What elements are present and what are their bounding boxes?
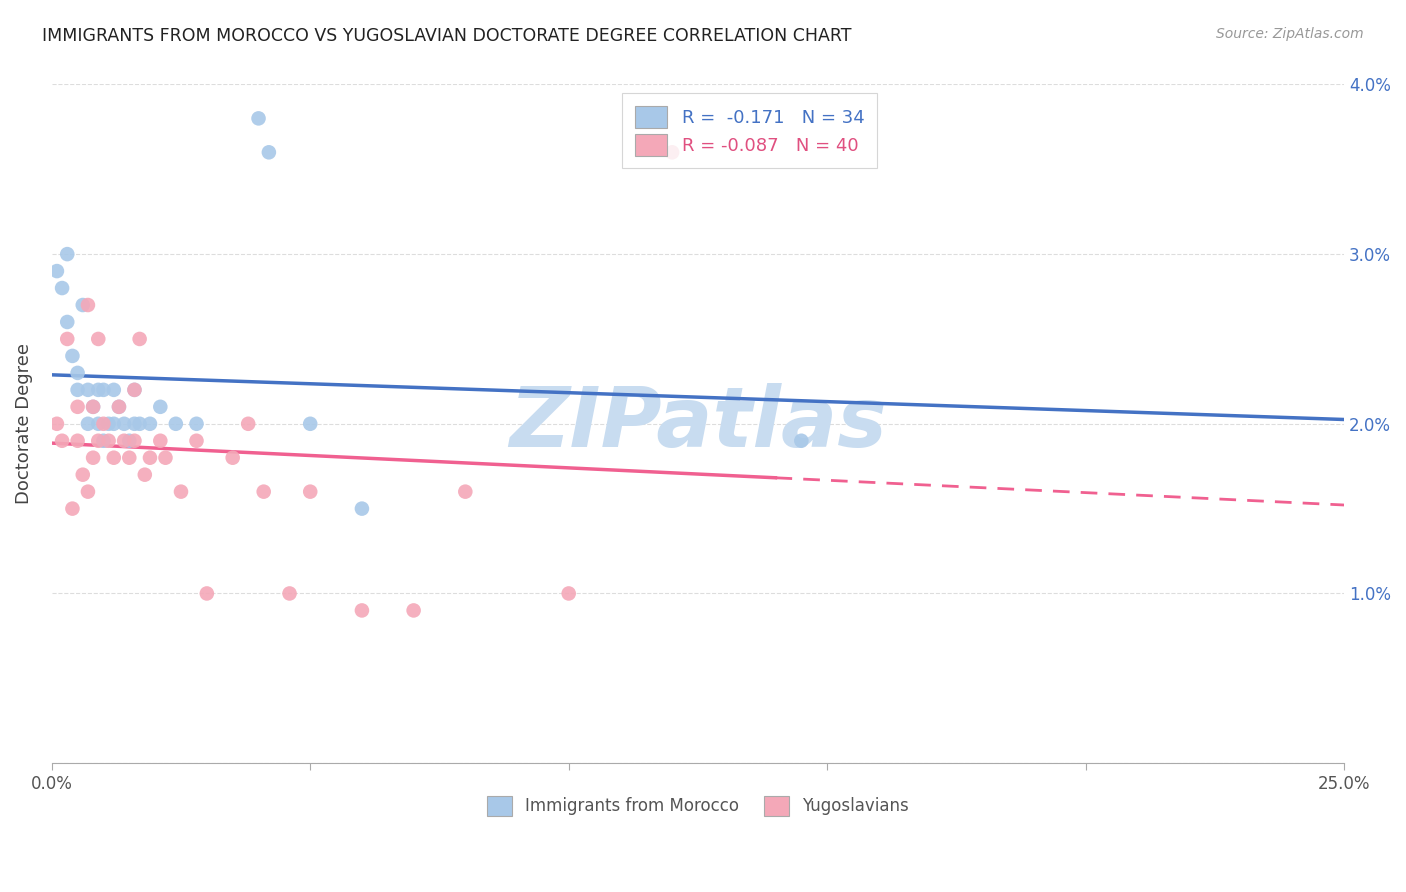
Point — [557, 586, 579, 600]
Point — [112, 417, 135, 431]
Point — [238, 417, 260, 431]
Point — [103, 383, 125, 397]
Point — [170, 484, 193, 499]
Legend: Immigrants from Morocco, Yugoslavians: Immigrants from Morocco, Yugoslavians — [479, 789, 915, 822]
Point — [139, 417, 162, 431]
Point — [93, 383, 115, 397]
Point — [278, 586, 301, 600]
Point — [149, 400, 172, 414]
Point — [124, 434, 146, 448]
Point — [195, 586, 218, 600]
Point — [128, 332, 150, 346]
Point — [45, 417, 67, 431]
Point — [97, 417, 120, 431]
Point — [253, 484, 276, 499]
Point — [51, 434, 73, 448]
Point — [221, 450, 243, 465]
Point — [128, 417, 150, 431]
Point — [56, 315, 79, 329]
Point — [118, 450, 141, 465]
Point — [97, 434, 120, 448]
Point — [155, 450, 177, 465]
Point — [82, 400, 104, 414]
Point — [87, 417, 110, 431]
Point — [56, 247, 79, 261]
Point — [124, 383, 146, 397]
Point — [93, 434, 115, 448]
Y-axis label: Doctorate Degree: Doctorate Degree — [15, 343, 32, 504]
Point — [62, 349, 84, 363]
Point — [257, 145, 280, 160]
Point — [62, 501, 84, 516]
Point — [186, 417, 208, 431]
Point — [350, 501, 373, 516]
Point — [66, 434, 89, 448]
Point — [134, 467, 156, 482]
Point — [45, 264, 67, 278]
Point — [87, 434, 110, 448]
Point — [149, 434, 172, 448]
Point — [165, 417, 187, 431]
Point — [93, 417, 115, 431]
Point — [661, 145, 683, 160]
Point — [103, 417, 125, 431]
Point — [103, 450, 125, 465]
Point — [72, 298, 94, 312]
Point — [112, 434, 135, 448]
Point — [77, 298, 100, 312]
Point — [77, 383, 100, 397]
Point — [247, 112, 270, 126]
Point — [87, 332, 110, 346]
Text: ZIPatlas: ZIPatlas — [509, 384, 887, 464]
Point — [350, 603, 373, 617]
Point — [77, 484, 100, 499]
Point — [299, 417, 322, 431]
Point — [186, 434, 208, 448]
Point — [82, 400, 104, 414]
Point — [118, 434, 141, 448]
Text: IMMIGRANTS FROM MOROCCO VS YUGOSLAVIAN DOCTORATE DEGREE CORRELATION CHART: IMMIGRANTS FROM MOROCCO VS YUGOSLAVIAN D… — [42, 27, 852, 45]
Point — [66, 400, 89, 414]
Point — [108, 400, 131, 414]
Point — [124, 417, 146, 431]
Point — [72, 467, 94, 482]
Point — [124, 383, 146, 397]
Point — [139, 450, 162, 465]
Point — [82, 450, 104, 465]
Point — [51, 281, 73, 295]
Point — [56, 332, 79, 346]
Point — [87, 383, 110, 397]
Point — [299, 484, 322, 499]
Point — [454, 484, 477, 499]
Point — [66, 366, 89, 380]
Text: Source: ZipAtlas.com: Source: ZipAtlas.com — [1216, 27, 1364, 41]
Point — [108, 400, 131, 414]
Point — [790, 434, 813, 448]
Point — [66, 383, 89, 397]
Point — [77, 417, 100, 431]
Point — [402, 603, 425, 617]
